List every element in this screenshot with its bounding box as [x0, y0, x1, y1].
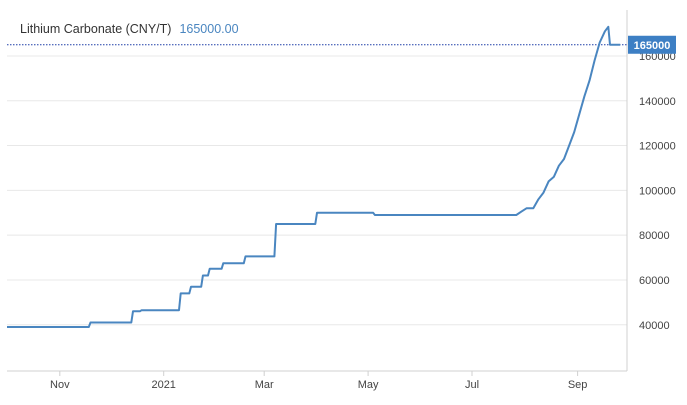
legend: Lithium Carbonate (CNY/T) 165000.00 — [20, 22, 239, 36]
x-tick-label: May — [358, 379, 379, 391]
x-tick-label: Mar — [255, 379, 274, 391]
price-tag-label: 165000 — [634, 40, 671, 52]
x-tick-label: 2021 — [151, 379, 175, 391]
legend-last-value: 165000.00 — [179, 22, 239, 36]
x-tick-label: Jul — [465, 379, 479, 391]
y-tick-label: 80000 — [639, 230, 670, 242]
y-tick-label: 100000 — [639, 185, 676, 197]
series-line[interactable] — [7, 25, 621, 328]
x-tick-label: Nov — [50, 379, 70, 391]
y-tick-label: 120000 — [639, 141, 676, 153]
y-tick-label: 60000 — [639, 275, 670, 287]
price-tag-box — [628, 35, 676, 54]
y-tick-label: 140000 — [639, 96, 676, 108]
x-tick-label: Sep — [568, 379, 588, 391]
legend-series-label: Lithium Carbonate (CNY/T) — [20, 22, 172, 36]
y-tick-label: 40000 — [639, 320, 670, 332]
y-tick-label: 160000 — [639, 51, 676, 63]
